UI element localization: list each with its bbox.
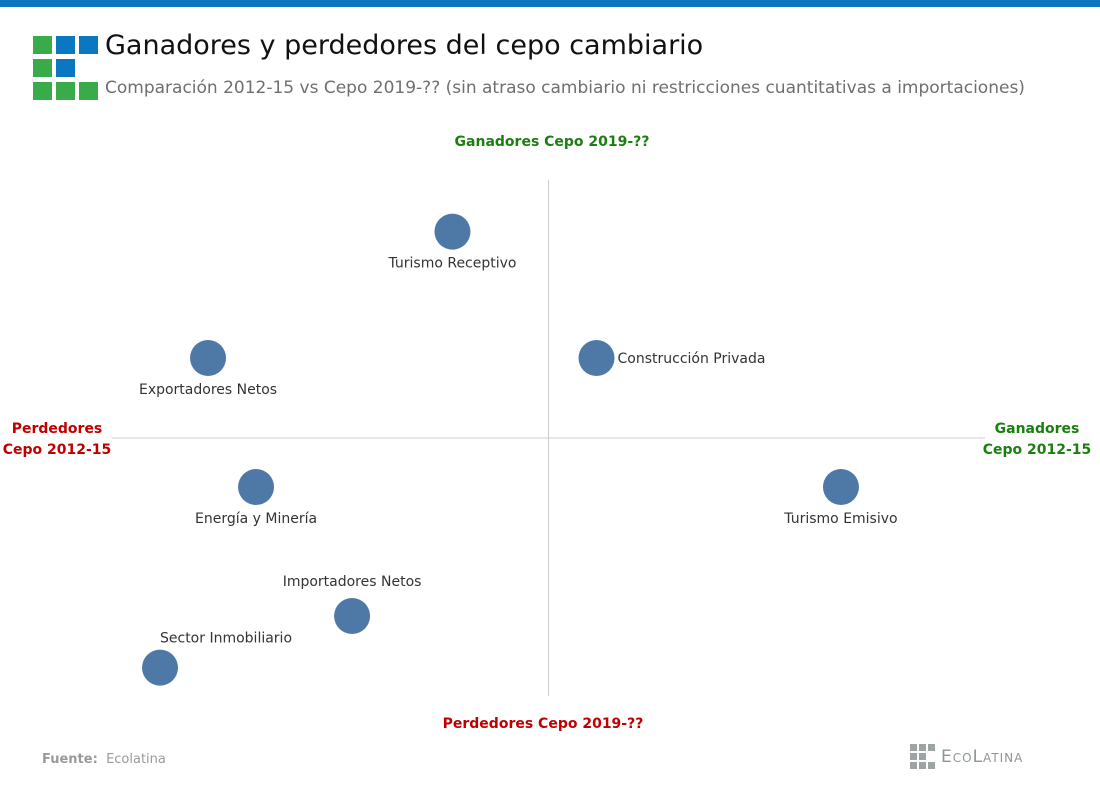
brand-name: EcoLatina <box>941 746 1024 767</box>
data-point[interactable] <box>822 469 859 506</box>
source-value: Ecolatina <box>106 752 166 767</box>
page-subtitle: Comparación 2012-15 vs Cepo 2019-?? (sin… <box>105 78 1025 98</box>
data-point[interactable] <box>190 340 227 377</box>
source-label: Fuente: <box>42 752 98 767</box>
top-accent-bar <box>0 0 1100 7</box>
x-label-left-line2: Cepo 2012-15 <box>3 442 112 458</box>
data-label: Turismo Emisivo <box>783 511 897 527</box>
y-label-bottom: Perdedores Cepo 2019-?? <box>443 716 644 732</box>
page-title: Ganadores y perdedores del cepo cambiari… <box>105 30 704 61</box>
data-label: Turismo Receptivo <box>387 256 516 272</box>
x-label-right-line1: Ganadores <box>995 421 1080 437</box>
x-label-right-line2: Cepo 2012-15 <box>983 442 1092 458</box>
data-label: Sector Inmobiliario <box>160 631 292 647</box>
data-label: Energía y Minería <box>195 511 317 527</box>
data-point[interactable] <box>238 469 275 506</box>
y-label-top: Ganadores Cepo 2019-?? <box>455 134 650 150</box>
data-point[interactable] <box>334 598 371 635</box>
brand-grid-icon <box>910 744 935 769</box>
x-label-left-line1: Perdedores <box>12 421 103 437</box>
data-label: Construcción Privada <box>618 351 766 367</box>
source-note: Fuente: Ecolatina <box>42 752 166 767</box>
data-label: Exportadores Netos <box>139 382 277 398</box>
logo-icon <box>33 36 99 102</box>
data-point[interactable] <box>142 649 179 686</box>
data-label: Importadores Netos <box>283 574 422 590</box>
brand-logo: EcoLatina <box>910 744 1023 769</box>
data-point[interactable] <box>434 213 471 250</box>
data-point[interactable] <box>578 340 615 377</box>
